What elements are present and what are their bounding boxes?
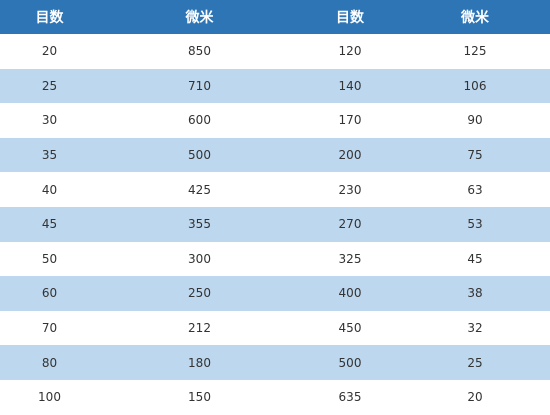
micron-cell-left: 355 <box>188 217 211 232</box>
mesh-cell-left: 25 <box>41 78 58 93</box>
micron-cell-right: 125 <box>463 44 487 59</box>
micron-cell-left: 425 <box>188 182 211 197</box>
header-mesh-2: 目数 <box>336 10 364 26</box>
micron-cell-right: 75 <box>467 148 483 163</box>
mesh-cell-left: 50 <box>41 251 58 266</box>
micron-cell-left: 300 <box>188 251 211 266</box>
table-row: 25 710 140 106 <box>0 68 550 104</box>
header-mesh-1: 目数 <box>35 10 64 26</box>
header-micron-2: 微米 <box>461 10 489 26</box>
micron-cell-left: 180 <box>188 355 211 370</box>
mesh-cell-right: 200 <box>338 148 362 163</box>
mesh-cell-right: 120 <box>338 44 362 59</box>
mesh-cell-left: 60 <box>41 286 58 301</box>
micron-cell-right: 63 <box>467 182 483 197</box>
mesh-cell-left: 80 <box>41 355 58 370</box>
mesh-cell-left: 20 <box>41 44 58 59</box>
header-micron-1: 微米 <box>185 10 214 26</box>
mesh-cell-right: 635 <box>338 390 362 405</box>
mesh-cell-right: 500 <box>338 355 362 370</box>
mesh-cell-left: 70 <box>41 321 58 336</box>
micron-cell-right: 53 <box>467 217 483 232</box>
micron-cell-right: 20 <box>467 390 483 405</box>
micron-cell-left: 500 <box>188 148 211 163</box>
micron-cell-left: 212 <box>188 321 211 336</box>
micron-cell-right: 25 <box>467 355 483 370</box>
table-header: 目数 微米 目数 微米 <box>0 0 550 34</box>
micron-cell-left: 710 <box>188 78 211 93</box>
micron-cell-right: 38 <box>467 286 483 301</box>
mesh-cell-right: 400 <box>338 286 362 301</box>
mesh-cell-left: 40 <box>41 182 58 197</box>
mesh-cell-right: 325 <box>338 251 362 266</box>
micron-cell-left: 600 <box>188 113 211 128</box>
table-row: 100 150 635 20 <box>0 379 550 415</box>
table-body: 20 850 120 125 25 710 140 106 30 600 170 90 35 500 200… <box>0 34 550 415</box>
table-row: 40 425 230 63 <box>0 172 550 207</box>
mesh-cell-right: 450 <box>338 321 362 336</box>
micron-cell-left: 150 <box>188 390 211 405</box>
table-row: 35 500 200 75 <box>0 137 550 173</box>
micron-cell-right: 32 <box>467 321 483 336</box>
micron-cell-right: 106 <box>463 78 487 93</box>
table-row: 80 180 500 25 <box>0 345 550 380</box>
mesh-cell-left: 100 <box>38 390 61 405</box>
table-row: 20 850 120 125 <box>0 34 550 69</box>
header-row: 目数 微米 目数 微米 <box>0 0 550 34</box>
mesh-cell-right: 230 <box>338 182 362 197</box>
micron-cell-right: 90 <box>467 113 483 128</box>
table-row: 50 300 325 45 <box>0 241 550 277</box>
micron-cell-left: 250 <box>188 286 211 301</box>
mesh-cell-left: 45 <box>41 217 58 232</box>
micron-cell-left: 850 <box>188 44 211 59</box>
micron-cell-right: 45 <box>467 251 483 266</box>
table-row: 30 600 170 90 <box>0 103 550 138</box>
mesh-cell-left: 30 <box>41 113 58 128</box>
mesh-cell-right: 140 <box>338 78 362 93</box>
mesh-cell-left: 35 <box>41 148 58 163</box>
table-row: 45 355 270 53 <box>0 206 550 242</box>
table-row: 60 250 400 38 <box>0 276 550 311</box>
table-row: 70 212 450 32 <box>0 310 550 346</box>
mesh-cell-right: 270 <box>338 217 362 232</box>
mesh-cell-right: 170 <box>338 113 362 128</box>
